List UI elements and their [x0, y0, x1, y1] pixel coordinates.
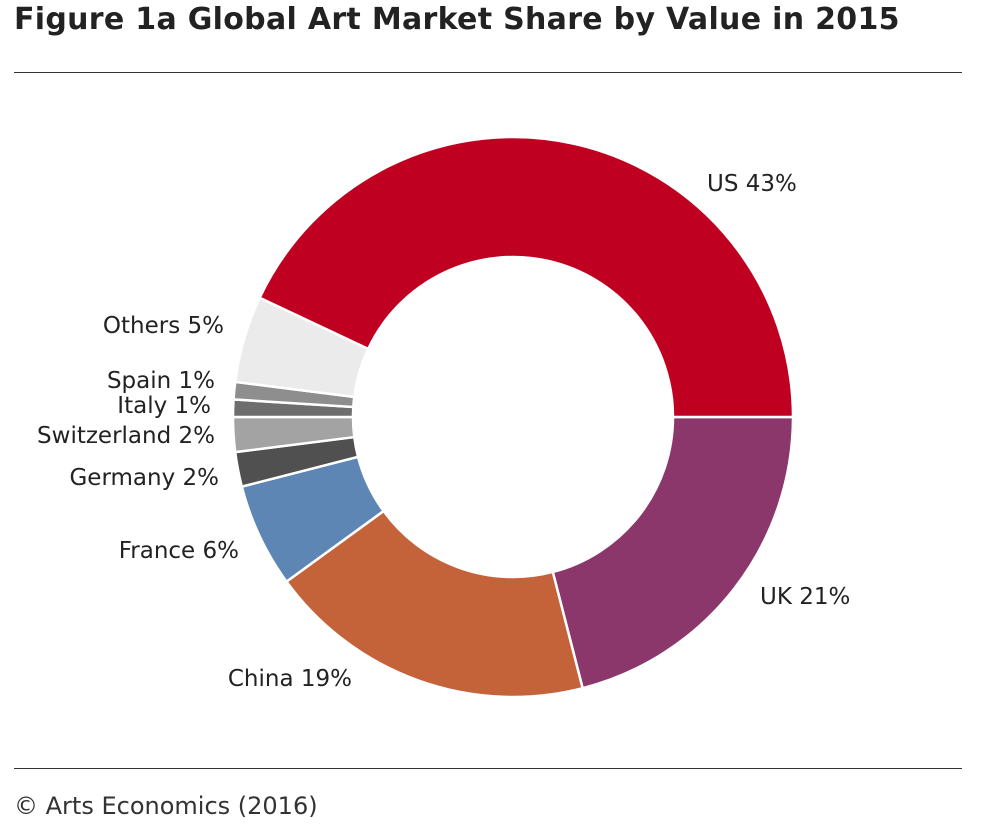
label-china: China 19%	[228, 666, 352, 692]
label-switzerland: Switzerland 2%	[37, 423, 215, 449]
chart-title: Figure 1a Global Art Market Share by Val…	[14, 2, 900, 37]
slice-uk	[551, 415, 795, 690]
label-spain: Spain 1%	[107, 368, 215, 394]
slice-us	[257, 135, 795, 419]
label-france: France 6%	[119, 538, 239, 564]
source-credit: © Arts Economics (2016)	[14, 792, 318, 820]
label-italy: Italy 1%	[117, 393, 211, 419]
label-us: US 43%	[707, 171, 797, 197]
label-germany: Germany 2%	[69, 465, 219, 491]
label-others: Others 5%	[103, 313, 224, 339]
slice-china	[284, 509, 585, 699]
label-uk: UK 21%	[760, 584, 850, 610]
bottom-divider	[14, 768, 962, 769]
top-divider	[14, 72, 962, 73]
